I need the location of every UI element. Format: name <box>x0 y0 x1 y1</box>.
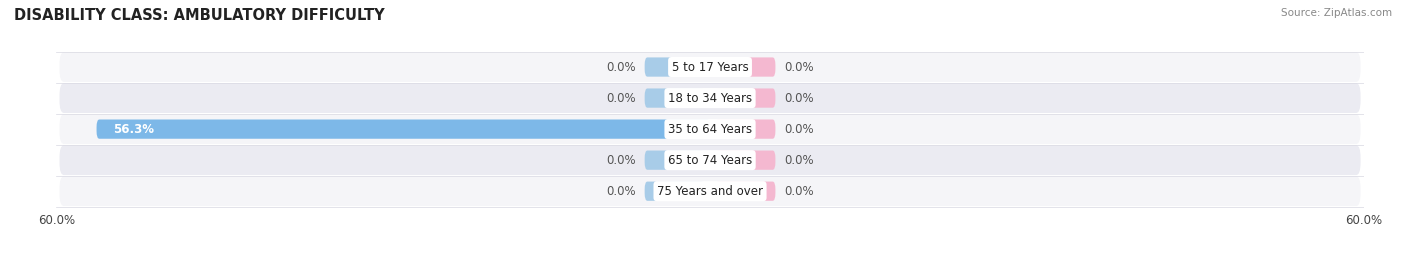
Text: 35 to 64 Years: 35 to 64 Years <box>668 123 752 136</box>
FancyBboxPatch shape <box>716 57 776 77</box>
FancyBboxPatch shape <box>716 182 776 201</box>
FancyBboxPatch shape <box>59 145 1361 175</box>
FancyBboxPatch shape <box>644 151 704 170</box>
Text: 0.0%: 0.0% <box>785 185 814 198</box>
Text: 0.0%: 0.0% <box>606 61 636 73</box>
Text: 65 to 74 Years: 65 to 74 Years <box>668 154 752 167</box>
Text: 18 to 34 Years: 18 to 34 Years <box>668 91 752 105</box>
Text: 56.3%: 56.3% <box>112 123 153 136</box>
FancyBboxPatch shape <box>716 119 776 139</box>
Text: 0.0%: 0.0% <box>785 61 814 73</box>
FancyBboxPatch shape <box>59 114 1361 144</box>
FancyBboxPatch shape <box>716 89 776 108</box>
Text: DISABILITY CLASS: AMBULATORY DIFFICULTY: DISABILITY CLASS: AMBULATORY DIFFICULTY <box>14 8 385 23</box>
FancyBboxPatch shape <box>644 89 704 108</box>
Text: 0.0%: 0.0% <box>606 154 636 167</box>
Text: 75 Years and over: 75 Years and over <box>657 185 763 198</box>
FancyBboxPatch shape <box>59 176 1361 206</box>
Text: 0.0%: 0.0% <box>785 154 814 167</box>
FancyBboxPatch shape <box>644 182 704 201</box>
FancyBboxPatch shape <box>716 151 776 170</box>
Text: 5 to 17 Years: 5 to 17 Years <box>672 61 748 73</box>
FancyBboxPatch shape <box>59 52 1361 82</box>
Text: 0.0%: 0.0% <box>785 123 814 136</box>
Text: 0.0%: 0.0% <box>606 185 636 198</box>
Text: 0.0%: 0.0% <box>606 91 636 105</box>
FancyBboxPatch shape <box>644 57 704 77</box>
FancyBboxPatch shape <box>97 119 710 139</box>
Text: 0.0%: 0.0% <box>785 91 814 105</box>
Text: Source: ZipAtlas.com: Source: ZipAtlas.com <box>1281 8 1392 18</box>
FancyBboxPatch shape <box>59 83 1361 113</box>
